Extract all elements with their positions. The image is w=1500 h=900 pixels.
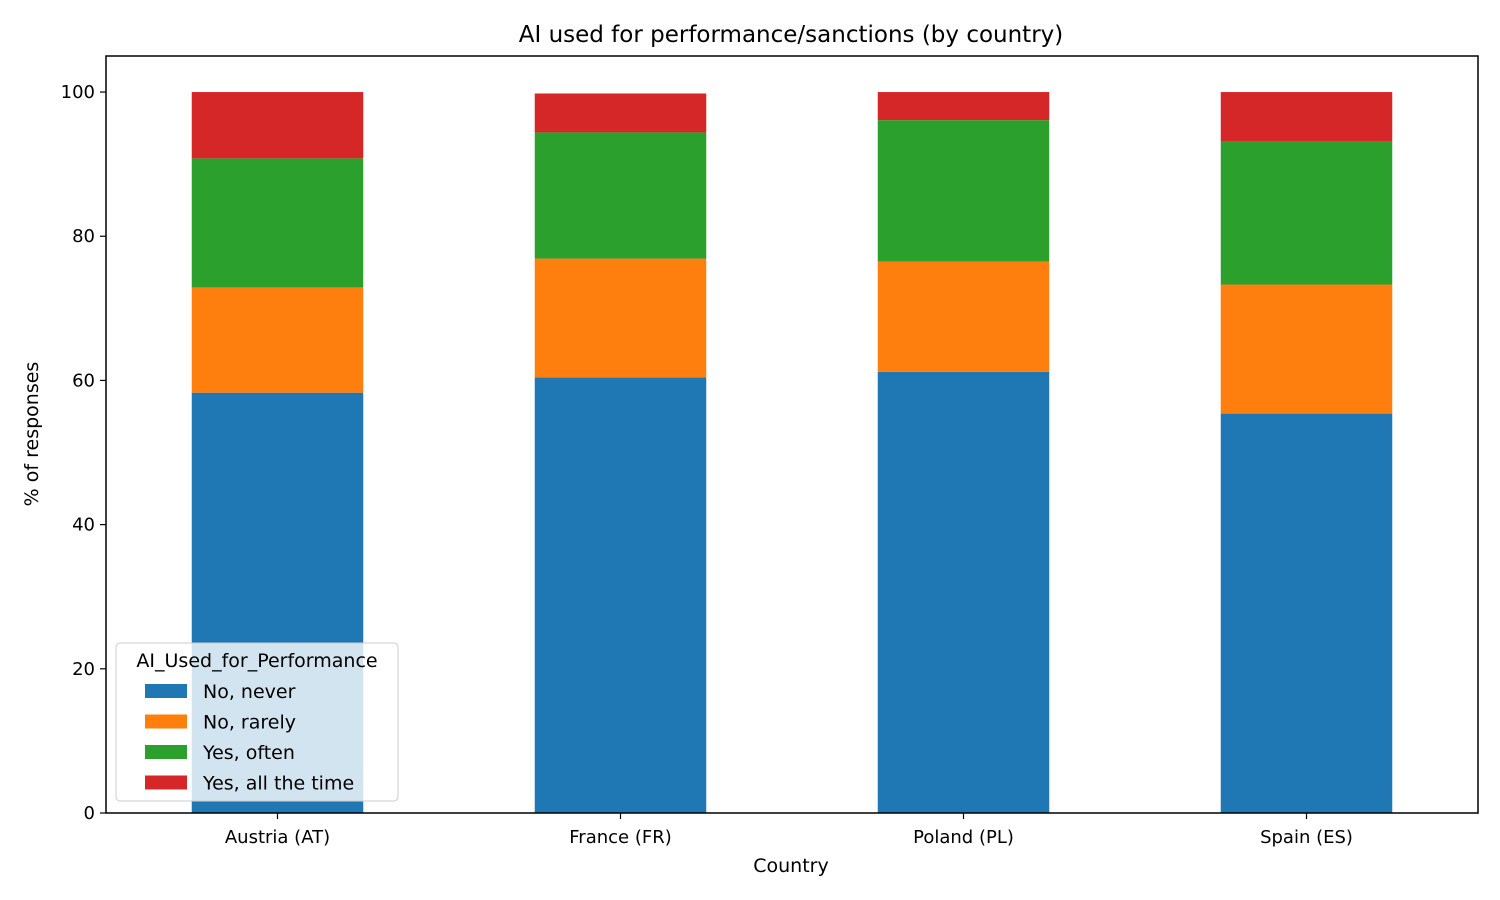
legend-label-no-never: No, never xyxy=(203,681,296,703)
y-tick-label-20: 20 xyxy=(72,659,95,680)
bar-poland-pl-no-rarely xyxy=(877,261,1050,372)
bar-poland-pl-yes-all-the-time xyxy=(877,92,1050,121)
bar-france-fr-no-never xyxy=(534,377,707,813)
x-tick-label-poland-pl: Poland (PL) xyxy=(913,827,1014,848)
legend-swatch-no-rarely xyxy=(145,714,187,729)
x-axis-label: Country xyxy=(753,855,828,877)
legend-box xyxy=(115,642,399,802)
chart-title: AI used for performance/sanctions (by co… xyxy=(519,22,1064,48)
bar-spain-es-no-rarely xyxy=(1220,284,1393,414)
legend-title: AI_Used_for_Performance xyxy=(136,650,377,672)
x-tick-label-austria-at: Austria (AT) xyxy=(225,827,330,848)
bar-spain-es-no-never xyxy=(1220,413,1393,813)
legend-swatch-yes-often xyxy=(145,745,187,759)
bar-spain-es-yes-all-the-time xyxy=(1220,92,1393,142)
bar-austria-at-yes-all-the-time xyxy=(191,92,364,159)
bar-france-fr-yes-all-the-time xyxy=(534,93,707,133)
y-tick-label-40: 40 xyxy=(72,515,95,536)
legend-label-no-rarely: No, rarely xyxy=(203,712,296,734)
y-axis-label: % of responses xyxy=(21,362,43,507)
bar-austria-at-no-rarely xyxy=(191,287,364,393)
bar-austria-at-yes-often xyxy=(191,158,364,288)
bar-poland-pl-no-never xyxy=(877,371,1050,813)
y-axis: 0 20 40 60 80 100 xyxy=(61,82,106,824)
bars-group xyxy=(191,92,1393,813)
legend-label-yes-often: Yes, often xyxy=(202,742,295,764)
y-tick-label-60: 60 xyxy=(72,370,95,391)
x-tick-label-spain-es: Spain (ES) xyxy=(1260,827,1353,848)
y-tick-label-0: 0 xyxy=(84,803,95,824)
legend: AI_Used_for_Performance No, never No, rar… xyxy=(115,642,399,802)
legend-swatch-yes-all-the-time xyxy=(145,775,187,790)
legend-label-yes-all-the-time: Yes, all the time xyxy=(202,773,354,795)
bar-poland-pl-yes-often xyxy=(877,120,1050,262)
x-axis: Austria (AT) France (FR) Poland (PL) Spain … xyxy=(225,813,1353,848)
y-tick-label-100: 100 xyxy=(61,82,95,103)
y-tick-label-80: 80 xyxy=(72,226,95,247)
plot-frame xyxy=(105,55,1479,814)
legend-swatch-no-never xyxy=(145,684,187,698)
bar-spain-es-yes-often xyxy=(1220,141,1393,285)
x-tick-label-france-fr: France (FR) xyxy=(569,827,671,848)
bar-france-fr-no-rarely xyxy=(534,258,707,378)
bar-france-fr-yes-often xyxy=(534,132,707,259)
